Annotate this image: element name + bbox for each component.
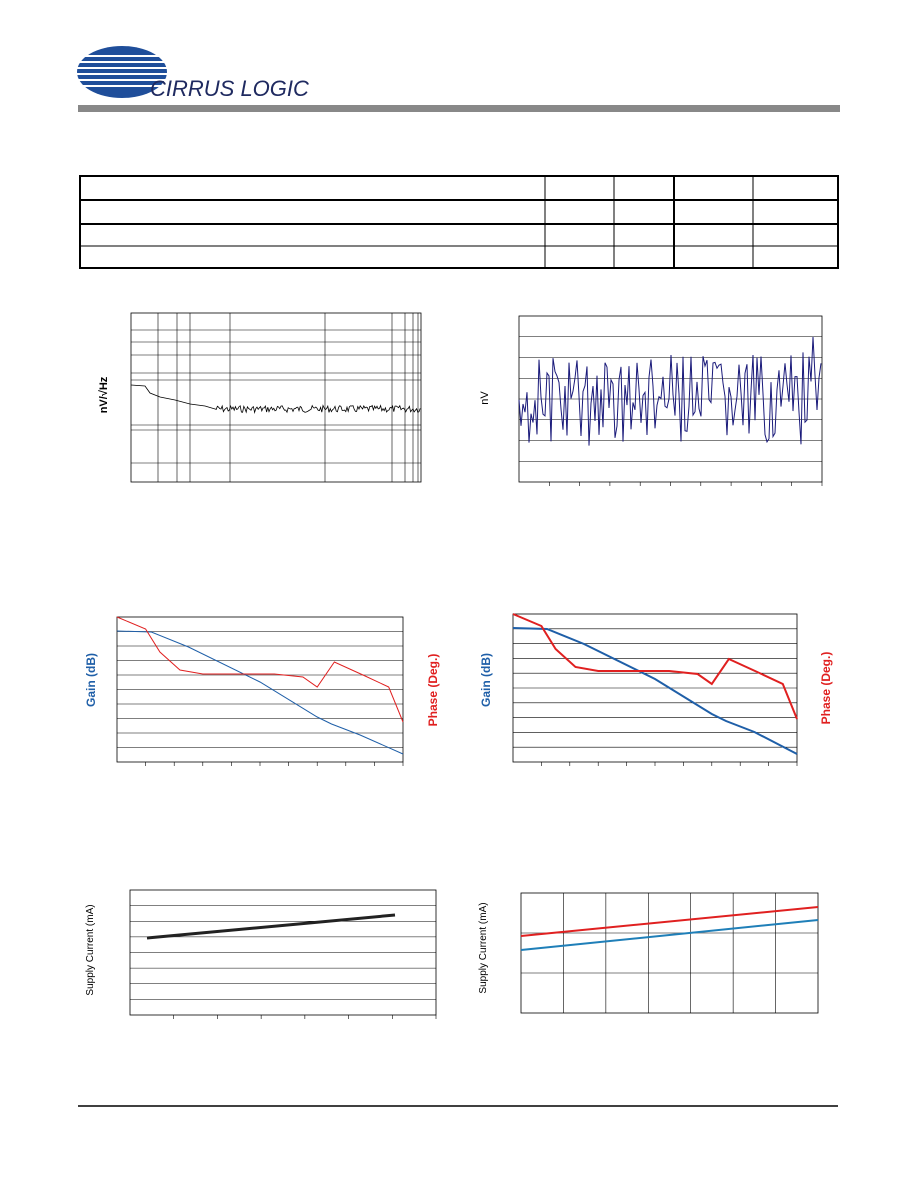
plot-frame (129, 889, 437, 1016)
trace (518, 336, 822, 446)
y2-axis-label: Phase (Deg.) (819, 652, 833, 725)
plot-frame (130, 312, 422, 483)
logo: CIRRUS LOGIC (70, 46, 309, 101)
trace (146, 913, 396, 940)
header-bar (78, 105, 840, 112)
plot-frame (520, 892, 819, 1014)
plot-frame (116, 616, 404, 763)
trace (520, 906, 819, 937)
trace (116, 630, 404, 755)
trace (116, 616, 404, 723)
y-axis-label: nV (479, 391, 491, 405)
plot-frame (518, 315, 823, 483)
y2-axis-label: Phase (Deg.) (426, 654, 440, 727)
y-axis-label: Gain (dB) (84, 653, 98, 707)
charts (116, 312, 823, 1019)
y-axis-label: Gain (dB) (479, 653, 493, 707)
trace (512, 627, 798, 755)
y-axis-label: Supply Current (mA) (85, 904, 96, 995)
trace (130, 384, 421, 414)
plot-frame (512, 613, 798, 763)
y-axis-label: nV/√Hz (98, 376, 110, 413)
trace (520, 919, 819, 951)
y-axis-label: Supply Current (mA) (478, 902, 489, 993)
trace (512, 613, 798, 720)
logo-stripes (70, 55, 170, 87)
logo-text: CIRRUS LOGIC (150, 76, 309, 101)
table (79, 175, 839, 269)
